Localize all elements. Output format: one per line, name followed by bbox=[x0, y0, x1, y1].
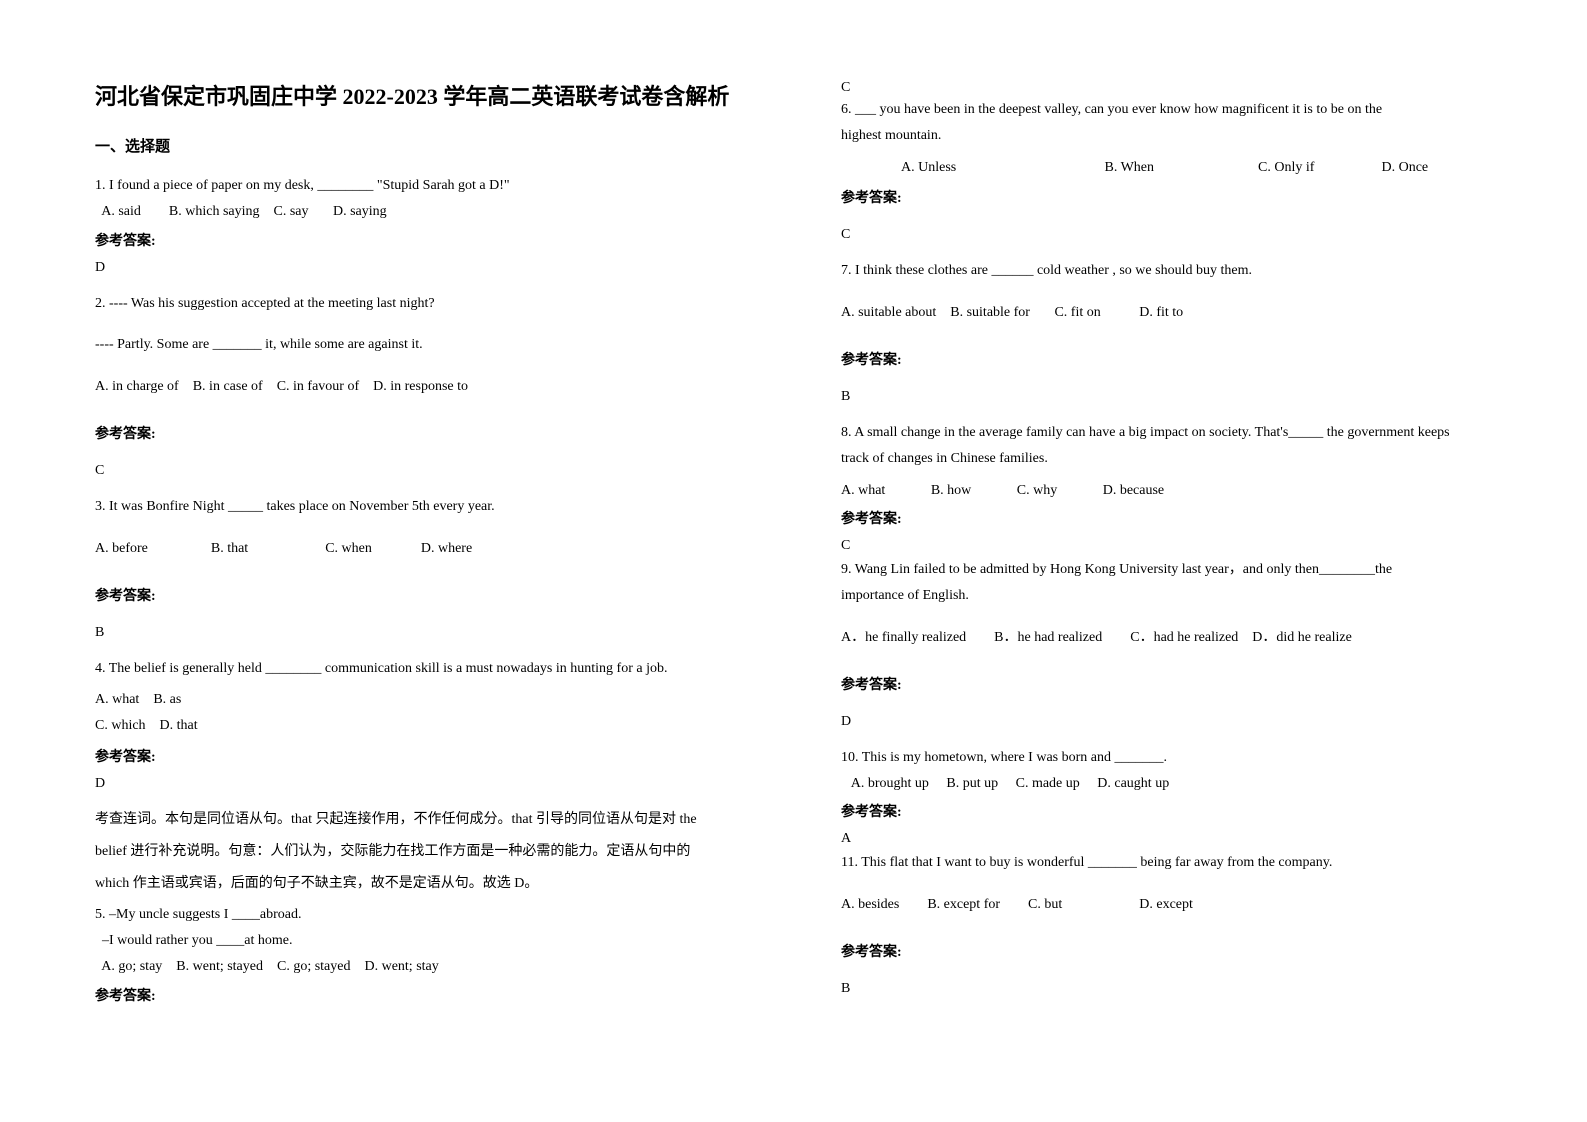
q10-answer: A bbox=[841, 831, 1527, 847]
q2-options: A. in charge of B. in case of C. in favo… bbox=[95, 375, 781, 399]
answer-label: 参考答案: bbox=[95, 746, 781, 766]
q4-options-a: A. what B. as bbox=[95, 688, 781, 712]
q8-options: A. what B. how C. why D. because bbox=[841, 479, 1527, 503]
q9-answer: D bbox=[841, 714, 1527, 730]
page-container: 河北省保定市巩固庄中学 2022-2023 学年高二英语联考试卷含解析 一、选择… bbox=[95, 80, 1527, 1013]
q6-opt-c: C. Only if bbox=[1258, 156, 1378, 180]
q7-options: A. suitable about B. suitable for C. fit… bbox=[841, 301, 1527, 325]
answer-label: 参考答案: bbox=[841, 508, 1527, 528]
q2-answer: C bbox=[95, 463, 781, 479]
q11-stem: 11. This flat that I want to buy is wond… bbox=[841, 851, 1527, 875]
q1-options: A. said B. which saying C. say D. saying bbox=[95, 200, 781, 224]
answer-label: 参考答案: bbox=[95, 985, 781, 1005]
right-column: C 6. ___ you have been in the deepest va… bbox=[841, 80, 1527, 1013]
q5-options: A. go; stay B. went; stayed C. go; staye… bbox=[95, 955, 781, 979]
q9-stem-1: 9. Wang Lin failed to be admitted by Hon… bbox=[841, 558, 1527, 582]
answer-label: 参考答案: bbox=[95, 585, 781, 605]
answer-label: 参考答案: bbox=[95, 423, 781, 443]
q4-explain-1: 考查连词。本句是同位语从句。that 只起连接作用，不作任何成分。that 引导… bbox=[95, 808, 781, 832]
q6-opt-a: A. Unless bbox=[901, 156, 1101, 180]
q9-options: A．he finally realized B．he had realized … bbox=[841, 626, 1527, 650]
q11-answer: B bbox=[841, 981, 1527, 997]
q4-explain-3: which 作主语或宾语，后面的句子不缺主宾，故不是定语从句。故选 D。 bbox=[95, 872, 781, 896]
q6-stem-1: 6. ___ you have been in the deepest vall… bbox=[841, 98, 1527, 122]
q5-stem-2: –I would rather you ____at home. bbox=[95, 929, 781, 953]
q4-stem: 4. The belief is generally held ________… bbox=[95, 657, 781, 681]
q4-options-b: C. which D. that bbox=[95, 714, 781, 738]
q3-stem: 3. It was Bonfire Night _____ takes plac… bbox=[95, 495, 781, 519]
q2-stem-1: 2. ---- Was his suggestion accepted at t… bbox=[95, 292, 781, 316]
q11-options: A. besides B. except for C. but D. excep… bbox=[841, 893, 1527, 917]
q6-opt-d: D. Once bbox=[1382, 156, 1429, 180]
q1-answer: D bbox=[95, 260, 781, 276]
q5-stem-1: 5. –My uncle suggests I ____abroad. bbox=[95, 903, 781, 927]
section-heading: 一、选择题 bbox=[95, 135, 781, 156]
q7-stem: 7. I think these clothes are ______ cold… bbox=[841, 259, 1527, 283]
q8-stem-2: track of changes in Chinese families. bbox=[841, 447, 1527, 471]
answer-label: 参考答案: bbox=[841, 801, 1527, 821]
q3-options: A. before B. that C. when D. where bbox=[95, 537, 781, 561]
q10-options: A. brought up B. put up C. made up D. ca… bbox=[841, 772, 1527, 796]
q7-answer: B bbox=[841, 389, 1527, 405]
q2-stem-2: ---- Partly. Some are _______ it, while … bbox=[95, 333, 781, 357]
q5-answer: C bbox=[841, 80, 1527, 96]
q8-answer: C bbox=[841, 538, 1527, 554]
answer-label: 参考答案: bbox=[841, 349, 1527, 369]
q1-stem: 1. I found a piece of paper on my desk, … bbox=[95, 174, 781, 198]
q4-answer: D bbox=[95, 776, 781, 792]
q6-answer: C bbox=[841, 227, 1527, 243]
exam-title: 河北省保定市巩固庄中学 2022-2023 学年高二英语联考试卷含解析 bbox=[95, 80, 781, 113]
q10-stem: 10. This is my hometown, where I was bor… bbox=[841, 746, 1527, 770]
q6-stem-2: highest mountain. bbox=[841, 124, 1527, 148]
answer-label: 参考答案: bbox=[841, 941, 1527, 961]
answer-label: 参考答案: bbox=[95, 230, 781, 250]
answer-label: 参考答案: bbox=[841, 674, 1527, 694]
q8-stem-1: 8. A small change in the average family … bbox=[841, 421, 1527, 445]
answer-label: 参考答案: bbox=[841, 187, 1527, 207]
q3-answer: B bbox=[95, 625, 781, 641]
q4-explain-2: belief 进行补充说明。句意：人们认为，交际能力在找工作方面是一种必需的能力… bbox=[95, 840, 781, 864]
q6-options: A. Unless B. When C. Only if D. Once bbox=[841, 156, 1527, 180]
q6-opt-b: B. When bbox=[1105, 156, 1255, 180]
left-column: 河北省保定市巩固庄中学 2022-2023 学年高二英语联考试卷含解析 一、选择… bbox=[95, 80, 781, 1013]
q9-stem-2: importance of English. bbox=[841, 584, 1527, 608]
